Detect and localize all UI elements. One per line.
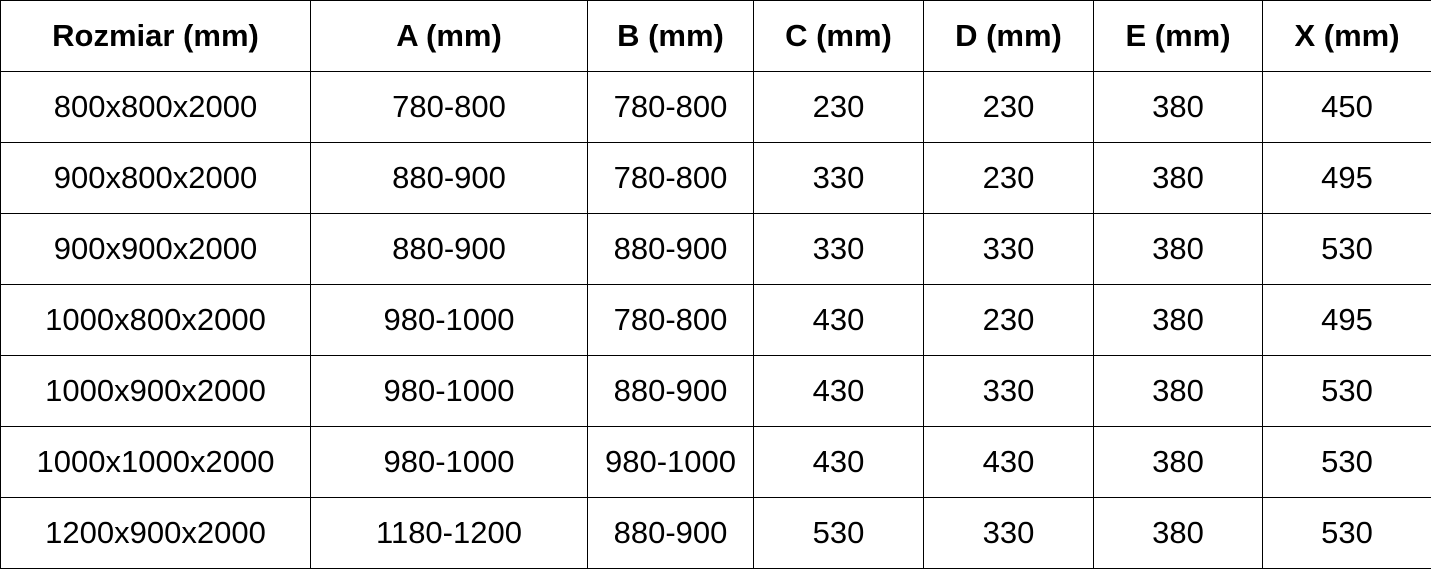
cell-rozmiar: 1000x900x2000 xyxy=(1,356,311,427)
cell-c: 430 xyxy=(754,427,924,498)
cell-rozmiar: 900x800x2000 xyxy=(1,143,311,214)
cell-b: 880-900 xyxy=(588,356,754,427)
cell-e: 380 xyxy=(1094,72,1263,143)
cell-c: 330 xyxy=(754,214,924,285)
column-header-d: D (mm) xyxy=(924,1,1094,72)
cell-e: 380 xyxy=(1094,356,1263,427)
cell-b: 780-800 xyxy=(588,143,754,214)
cell-x: 495 xyxy=(1263,285,1431,356)
cell-e: 380 xyxy=(1094,143,1263,214)
cell-e: 380 xyxy=(1094,285,1263,356)
cell-d: 430 xyxy=(924,427,1094,498)
cell-d: 330 xyxy=(924,498,1094,569)
cell-x: 495 xyxy=(1263,143,1431,214)
cell-c: 430 xyxy=(754,285,924,356)
table-row: 1000x900x2000 980-1000 880-900 430 330 3… xyxy=(1,356,1431,427)
column-header-rozmiar: Rozmiar (mm) xyxy=(1,1,311,72)
table-body: 800x800x2000 780-800 780-800 230 230 380… xyxy=(1,72,1431,569)
cell-b: 980-1000 xyxy=(588,427,754,498)
cell-a: 980-1000 xyxy=(311,285,588,356)
header-row: Rozmiar (mm) A (mm) B (mm) C (mm) D (mm)… xyxy=(1,1,1431,72)
cell-a: 980-1000 xyxy=(311,427,588,498)
cell-a: 980-1000 xyxy=(311,356,588,427)
cell-rozmiar: 1000x800x2000 xyxy=(1,285,311,356)
cell-c: 330 xyxy=(754,143,924,214)
cell-x: 530 xyxy=(1263,498,1431,569)
cell-d: 230 xyxy=(924,285,1094,356)
table-row: 1200x900x2000 1180-1200 880-900 530 330 … xyxy=(1,498,1431,569)
cell-a: 880-900 xyxy=(311,143,588,214)
cell-x: 530 xyxy=(1263,214,1431,285)
cell-x: 530 xyxy=(1263,427,1431,498)
cell-rozmiar: 900x900x2000 xyxy=(1,214,311,285)
cell-b: 780-800 xyxy=(588,285,754,356)
column-header-a: A (mm) xyxy=(311,1,588,72)
cell-e: 380 xyxy=(1094,214,1263,285)
cell-a: 780-800 xyxy=(311,72,588,143)
cell-e: 380 xyxy=(1094,498,1263,569)
cell-rozmiar: 800x800x2000 xyxy=(1,72,311,143)
cell-x: 450 xyxy=(1263,72,1431,143)
cell-d: 230 xyxy=(924,143,1094,214)
column-header-x: X (mm) xyxy=(1263,1,1431,72)
column-header-c: C (mm) xyxy=(754,1,924,72)
cell-a: 880-900 xyxy=(311,214,588,285)
cell-c: 530 xyxy=(754,498,924,569)
cell-e: 380 xyxy=(1094,427,1263,498)
column-header-e: E (mm) xyxy=(1094,1,1263,72)
cell-a: 1180-1200 xyxy=(311,498,588,569)
table-row: 900x900x2000 880-900 880-900 330 330 380… xyxy=(1,214,1431,285)
table-row: 800x800x2000 780-800 780-800 230 230 380… xyxy=(1,72,1431,143)
table-header: Rozmiar (mm) A (mm) B (mm) C (mm) D (mm)… xyxy=(1,1,1431,72)
cell-c: 430 xyxy=(754,356,924,427)
table-row: 1000x1000x2000 980-1000 980-1000 430 430… xyxy=(1,427,1431,498)
cell-b: 880-900 xyxy=(588,214,754,285)
cell-x: 530 xyxy=(1263,356,1431,427)
cell-d: 330 xyxy=(924,214,1094,285)
cell-c: 230 xyxy=(754,72,924,143)
column-header-b: B (mm) xyxy=(588,1,754,72)
table-row: 1000x800x2000 980-1000 780-800 430 230 3… xyxy=(1,285,1431,356)
cell-b: 780-800 xyxy=(588,72,754,143)
cell-rozmiar: 1000x1000x2000 xyxy=(1,427,311,498)
table-row: 900x800x2000 880-900 780-800 330 230 380… xyxy=(1,143,1431,214)
cell-d: 230 xyxy=(924,72,1094,143)
cell-d: 330 xyxy=(924,356,1094,427)
cell-b: 880-900 xyxy=(588,498,754,569)
cell-rozmiar: 1200x900x2000 xyxy=(1,498,311,569)
